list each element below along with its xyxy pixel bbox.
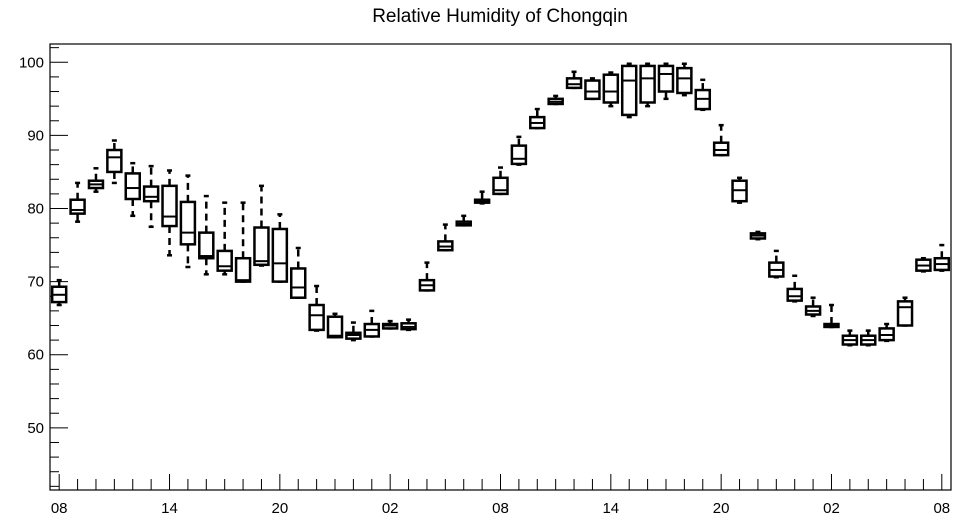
plot-area-frame [49, 43, 952, 491]
box-hour-26 [529, 107, 546, 130]
box-hour-1 [69, 181, 86, 223]
box-hour-43 [841, 329, 859, 347]
x-tick-label: 02 [823, 500, 840, 517]
x-tick-label: 08 [933, 500, 950, 517]
box-hour-44 [860, 329, 877, 347]
box-iqr [271, 227, 289, 283]
box-iqr [786, 287, 803, 302]
x-tick-label: 08 [51, 500, 68, 517]
box-hour-45 [878, 322, 895, 343]
box-iqr [639, 64, 656, 104]
x-tick-label: 20 [713, 500, 730, 517]
box-hour-27 [547, 94, 564, 106]
box-iqr [179, 200, 197, 246]
box-hour-30 [602, 71, 620, 108]
box-iqr [657, 64, 675, 93]
box-hour-29 [584, 77, 601, 101]
box-hour-18 [381, 319, 399, 330]
box-hour-14 [308, 284, 325, 332]
box-hour-19 [400, 318, 417, 332]
box-hour-5 [142, 164, 160, 229]
box-hour-42 [823, 303, 840, 329]
box-iqr [142, 185, 160, 203]
box-iqr [124, 172, 141, 201]
box-hour-4 [124, 161, 141, 218]
box-hour-28 [565, 70, 583, 90]
box-hour-35 [694, 78, 712, 112]
y-tick-label: 90 [27, 127, 44, 144]
box-hour-37 [731, 176, 748, 204]
y-tick-label: 80 [27, 201, 44, 218]
box-hour-23 [473, 190, 491, 205]
x-tick-label: 08 [492, 500, 509, 517]
chart-title: Relative Humidity of Chongqin [372, 6, 628, 27]
box-iqr [896, 300, 914, 327]
box-iqr [198, 231, 215, 260]
box-hour-16 [345, 321, 362, 342]
box-hour-6 [161, 169, 178, 257]
box-hour-7 [179, 174, 197, 269]
y-tick-label: 70 [27, 274, 44, 291]
box-hour-13 [289, 246, 307, 299]
box-hour-40 [786, 274, 803, 303]
box-hour-17 [363, 309, 381, 338]
box-iqr [492, 176, 509, 196]
box-hour-48 [933, 243, 951, 272]
box-iqr [326, 315, 344, 339]
box-hour-36 [712, 123, 730, 157]
box-hour-15 [326, 312, 344, 339]
box-hour-8 [198, 194, 215, 276]
box-hour-34 [676, 62, 693, 97]
box-hour-9 [216, 201, 233, 276]
box-hour-47 [915, 256, 932, 273]
box-hour-38 [749, 230, 767, 241]
box-iqr [161, 184, 178, 228]
box-hour-3 [106, 139, 123, 185]
box-iqr [712, 141, 730, 157]
box-hour-10 [234, 201, 252, 283]
box-hour-32 [639, 62, 656, 108]
box-hour-33 [657, 62, 675, 101]
box-hour-22 [455, 214, 472, 227]
box-hour-11 [253, 184, 270, 267]
box-iqr [106, 148, 123, 174]
box-hour-31 [620, 62, 638, 119]
x-tick-label: 20 [272, 500, 289, 517]
box-iqr [510, 144, 528, 166]
box-hour-24 [492, 166, 509, 196]
box-hour-39 [768, 249, 785, 279]
box-hour-21 [437, 223, 454, 252]
box-iqr [253, 226, 270, 267]
box-iqr [676, 66, 693, 95]
y-axis: 50 60 70 80 90 100 [19, 47, 68, 487]
box-iqr [565, 77, 583, 90]
box-hour-25 [510, 135, 528, 166]
box-iqr [584, 79, 601, 101]
x-axis: 08 14 20 02 08 14 20 02 08 [51, 474, 950, 517]
box-iqr [69, 198, 86, 215]
y-tick-label: 100 [19, 54, 44, 71]
box-hour-20 [418, 261, 436, 292]
box-iqr [289, 267, 307, 299]
y-tick-label: 60 [27, 347, 44, 364]
box-iqr [216, 249, 233, 272]
y-tick-label: 50 [27, 420, 44, 437]
box-hour-41 [804, 296, 822, 318]
box-hour-2 [87, 167, 105, 193]
box-hour-46 [896, 296, 914, 327]
box-hour-12 [271, 213, 289, 283]
box-iqr [234, 256, 252, 283]
box-hour-0 [50, 278, 68, 307]
box-series [50, 62, 951, 347]
box-iqr [620, 64, 638, 117]
box-iqr [308, 303, 325, 332]
box-iqr [602, 73, 620, 104]
x-tick-label: 02 [382, 500, 399, 517]
x-tick-label: 14 [161, 500, 178, 517]
x-tick-label: 14 [602, 500, 619, 517]
